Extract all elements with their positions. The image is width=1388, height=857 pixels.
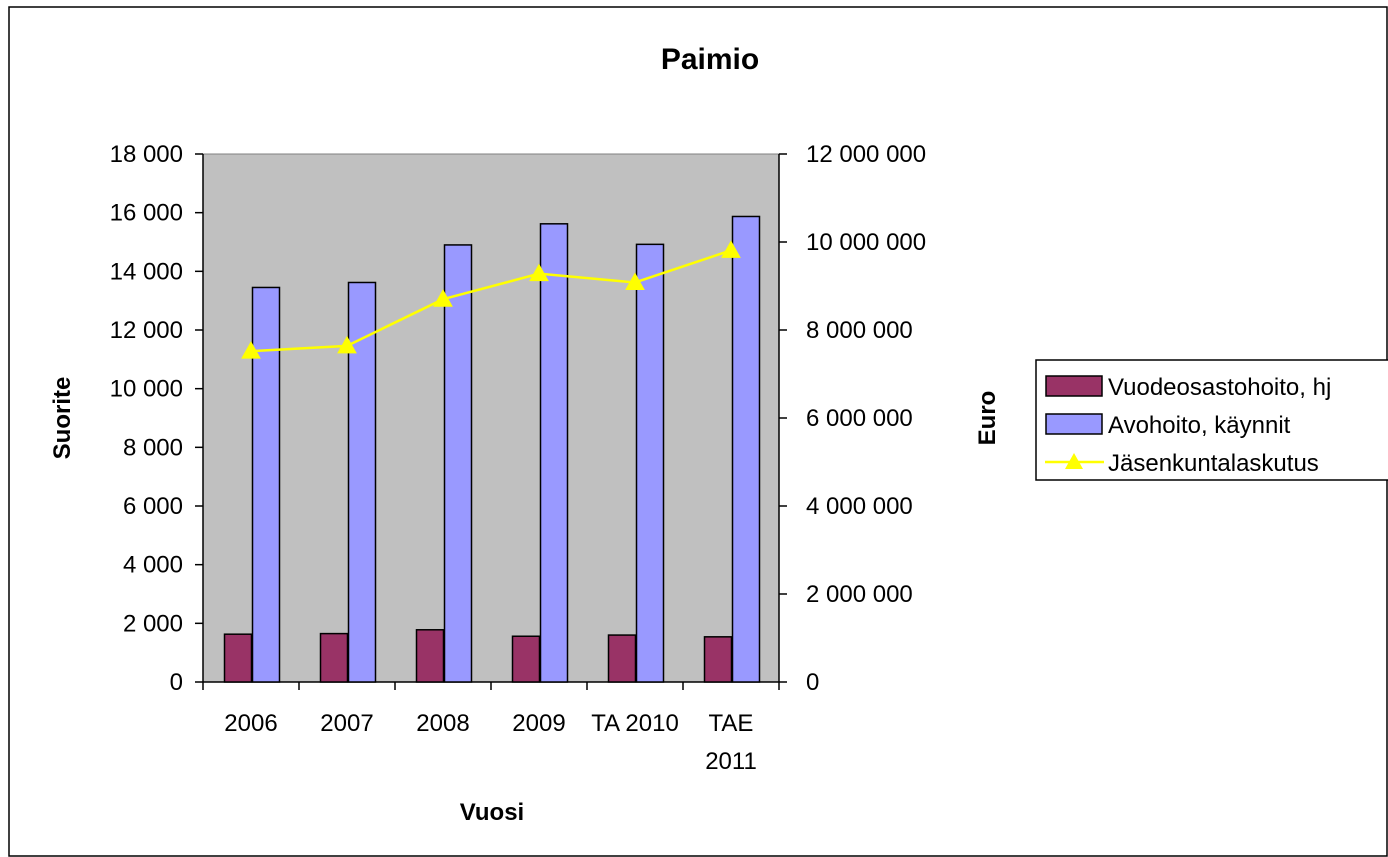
- legend-label: Vuodeosastohoito, hj: [1108, 374, 1331, 401]
- legend-label: Jäsenkuntalaskutus: [1108, 450, 1319, 477]
- right-tick-label: 4 000 000: [806, 493, 913, 520]
- bar-avohoito: [731, 215, 761, 683]
- x-tick-label: 2008: [416, 710, 469, 737]
- line-point-marker: [241, 341, 261, 359]
- x-axis: 2006 2007 2008 2009 TA 2010 TAE 2011: [202, 681, 780, 775]
- bar-avohoito: [443, 244, 473, 683]
- left-tick-label: 6 000: [123, 493, 183, 520]
- x-tick-label: 2006: [224, 710, 277, 737]
- chart-title: Paimio: [661, 43, 759, 76]
- left-tick-label: 4 000: [123, 552, 183, 579]
- left-tick-label: 2 000: [123, 610, 183, 637]
- bar-vuodeosastohoito: [223, 633, 253, 683]
- line-point-marker: [433, 289, 453, 307]
- legend-swatch: [1045, 413, 1103, 435]
- legend-swatch: [1045, 375, 1103, 397]
- legend-swatch-marker: [1065, 453, 1083, 469]
- right-tick-label: 2 000 000: [806, 581, 913, 608]
- right-tick-label: 8 000 000: [806, 317, 913, 344]
- bar-vuodeosastohoito: [415, 629, 445, 683]
- bar-series-group: [223, 215, 761, 683]
- left-tick-label: 14 000: [110, 258, 183, 285]
- bar-vuodeosastohoito: [607, 634, 637, 683]
- line-point-marker: [625, 272, 645, 290]
- right-tick-label: 6 000 000: [806, 405, 913, 432]
- y-axis-title: Suorite: [49, 377, 76, 460]
- right-tick-label: 0: [806, 669, 819, 696]
- bar-vuodeosastohoito: [703, 636, 733, 683]
- line-point-marker: [721, 240, 741, 258]
- plot-area: [202, 153, 780, 683]
- bar-avohoito: [539, 223, 569, 683]
- x-axis-title: Vuosi: [460, 799, 524, 826]
- x-tick-label: 2009: [512, 710, 565, 737]
- right-axis: 0 2 000 000 4 000 000 6 000 000 8 000 000 10 …: [778, 141, 926, 696]
- left-tick-label: 16 000: [110, 200, 183, 227]
- bar-vuodeosastohoito: [319, 632, 349, 683]
- x-tick-label: 2011: [705, 748, 757, 775]
- left-axis: 0 2 000 4 000 6 000 8 000 10 000 12 000 14 000 1…: [110, 141, 204, 696]
- line-point-marker: [337, 335, 357, 354]
- left-tick-label: 10 000: [110, 376, 183, 403]
- left-tick-label: 0: [170, 669, 183, 696]
- legend-label: Avohoito, käynnit: [1108, 412, 1291, 439]
- x-tick-label: TA 2010: [591, 710, 679, 737]
- bar-vuodeosastohoito: [511, 635, 541, 683]
- line-point-marker: [529, 263, 549, 282]
- right-tick-label: 10 000 000: [806, 229, 926, 256]
- line-jasenkuntalaskutus: [250, 249, 732, 353]
- y2-axis-title: Euro: [974, 391, 1001, 446]
- left-tick-label: 8 000: [123, 434, 183, 461]
- x-tick-label: TAE: [709, 710, 754, 737]
- left-tick-label: 18 000: [110, 141, 183, 168]
- left-tick-label: 12 000: [110, 317, 183, 344]
- bar-avohoito: [635, 243, 665, 683]
- line-series-group: [241, 240, 741, 359]
- bar-avohoito: [251, 286, 281, 683]
- right-tick-label: 12 000 000: [806, 141, 926, 168]
- x-tick-label: 2007: [320, 710, 373, 737]
- legend: Vuodeosastohoito, hj Avohoito, käynnit Jäs…: [1035, 359, 1388, 481]
